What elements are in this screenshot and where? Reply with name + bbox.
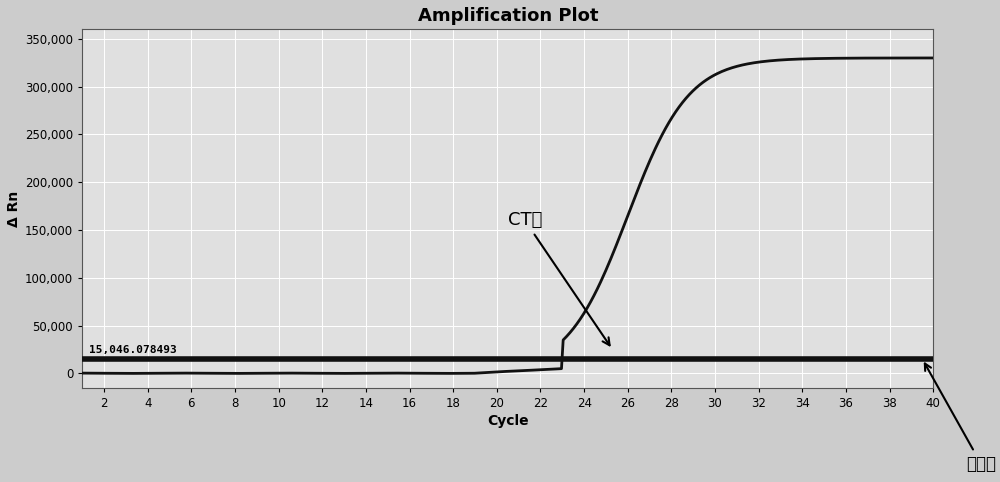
- Title: Amplification Plot: Amplification Plot: [418, 7, 598, 25]
- X-axis label: Cycle: Cycle: [487, 414, 529, 428]
- Text: 15,046.078493: 15,046.078493: [89, 345, 177, 355]
- Y-axis label: Δ Rn: Δ Rn: [7, 190, 21, 227]
- Text: 阈値线: 阈値线: [925, 363, 996, 473]
- Text: CT値: CT値: [508, 212, 610, 345]
